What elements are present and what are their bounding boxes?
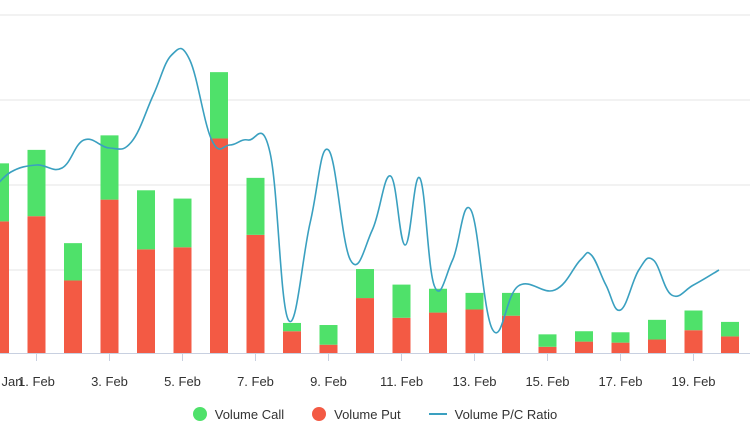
bar-volume-call[interactable]	[648, 319, 666, 340]
bar-volume-put[interactable]	[100, 199, 119, 353]
legend-label-volume-call: Volume Call	[214, 406, 285, 422]
bar-volume-put[interactable]	[429, 312, 447, 353]
series-line-volume-pc-ratio[interactable]	[0, 47, 720, 334]
bar-volume-call[interactable]	[319, 325, 338, 345]
bar-volume-call[interactable]	[575, 331, 593, 342]
bar-volume-put[interactable]	[502, 315, 520, 353]
legend-marker-volume-call	[192, 407, 207, 421]
bar-volume-call[interactable]	[465, 292, 484, 310]
bar-volume-put[interactable]	[173, 247, 192, 353]
ratio-line-layer	[0, 47, 720, 334]
bar-volume-call[interactable]	[721, 321, 739, 337]
bar-volume-call[interactable]	[611, 332, 630, 343]
legend-label-volume-put: Volume Put	[334, 406, 401, 422]
legend-marker-volume-put	[312, 407, 327, 421]
bar-volume-put[interactable]	[137, 249, 155, 353]
x-tick-label: 7. Feb	[237, 374, 274, 389]
bar-volume-put[interactable]	[538, 346, 557, 353]
bar-volume-put[interactable]	[246, 234, 265, 353]
bar-volume-call[interactable]	[210, 72, 228, 139]
legend-item-volume-call[interactable]: Volume Call	[192, 406, 285, 422]
bar-volume-put[interactable]	[465, 309, 484, 353]
legend-item-volume-put[interactable]: Volume Put	[312, 407, 401, 422]
bar-volume-put[interactable]	[283, 331, 301, 353]
bar-volume-call[interactable]	[283, 322, 301, 332]
legend-item-volume-pc-ratio[interactable]: Volume P/C Ratio	[428, 406, 558, 422]
bar-volume-put[interactable]	[210, 138, 228, 353]
bars	[0, 72, 739, 353]
x-tick-label: 1. Feb	[18, 374, 55, 389]
bar-volume-put[interactable]	[611, 342, 630, 353]
bar-volume-put[interactable]	[64, 280, 82, 353]
bar-volume-put[interactable]	[356, 298, 374, 353]
x-tick-label: 5. Feb	[164, 374, 201, 389]
bar-volume-put[interactable]	[392, 317, 411, 353]
bar-volume-call[interactable]	[246, 177, 265, 235]
x-tick-label: 17. Feb	[598, 374, 642, 389]
grid-lines	[0, 14, 750, 271]
bar-volume-call[interactable]	[173, 198, 192, 248]
bar-volume-call[interactable]	[429, 288, 447, 313]
bar-volume-call[interactable]	[137, 190, 155, 250]
x-tick-label: Jan	[2, 374, 23, 389]
bar-volume-put[interactable]	[648, 339, 666, 353]
x-tick-label: 15. Feb	[525, 374, 569, 389]
bar-volume-call[interactable]	[64, 243, 82, 281]
bar-volume-call[interactable]	[392, 284, 411, 318]
bar-volume-call[interactable]	[27, 149, 46, 217]
bar-volume-call[interactable]	[356, 269, 374, 299]
bar-volume-put[interactable]	[684, 330, 703, 353]
x-tick-label: 9. Feb	[310, 374, 347, 389]
x-tick-label: 11. Feb	[380, 374, 423, 389]
x-tick-label: 3. Feb	[91, 374, 128, 389]
bar-volume-call[interactable]	[100, 135, 119, 200]
bar-volume-put[interactable]	[575, 341, 593, 353]
bar-volume-call[interactable]	[684, 310, 703, 331]
bar-volume-put[interactable]	[27, 216, 46, 353]
bar-volume-put[interactable]	[319, 344, 338, 353]
legend-marker-volume-pc-ratio	[428, 413, 447, 415]
legend: Volume Call Volume Put Volume P/C Ratio	[0, 402, 750, 426]
bar-volume-put[interactable]	[721, 336, 739, 353]
x-tick-label: 19. Feb	[671, 374, 715, 389]
bar-volume-call[interactable]	[538, 334, 557, 347]
x-tick-label: 13. Feb	[452, 374, 496, 389]
bar-volume-put[interactable]	[0, 221, 9, 353]
legend-label-volume-pc-ratio: Volume P/C Ratio	[454, 406, 558, 422]
bar-volume-call[interactable]	[0, 163, 9, 222]
